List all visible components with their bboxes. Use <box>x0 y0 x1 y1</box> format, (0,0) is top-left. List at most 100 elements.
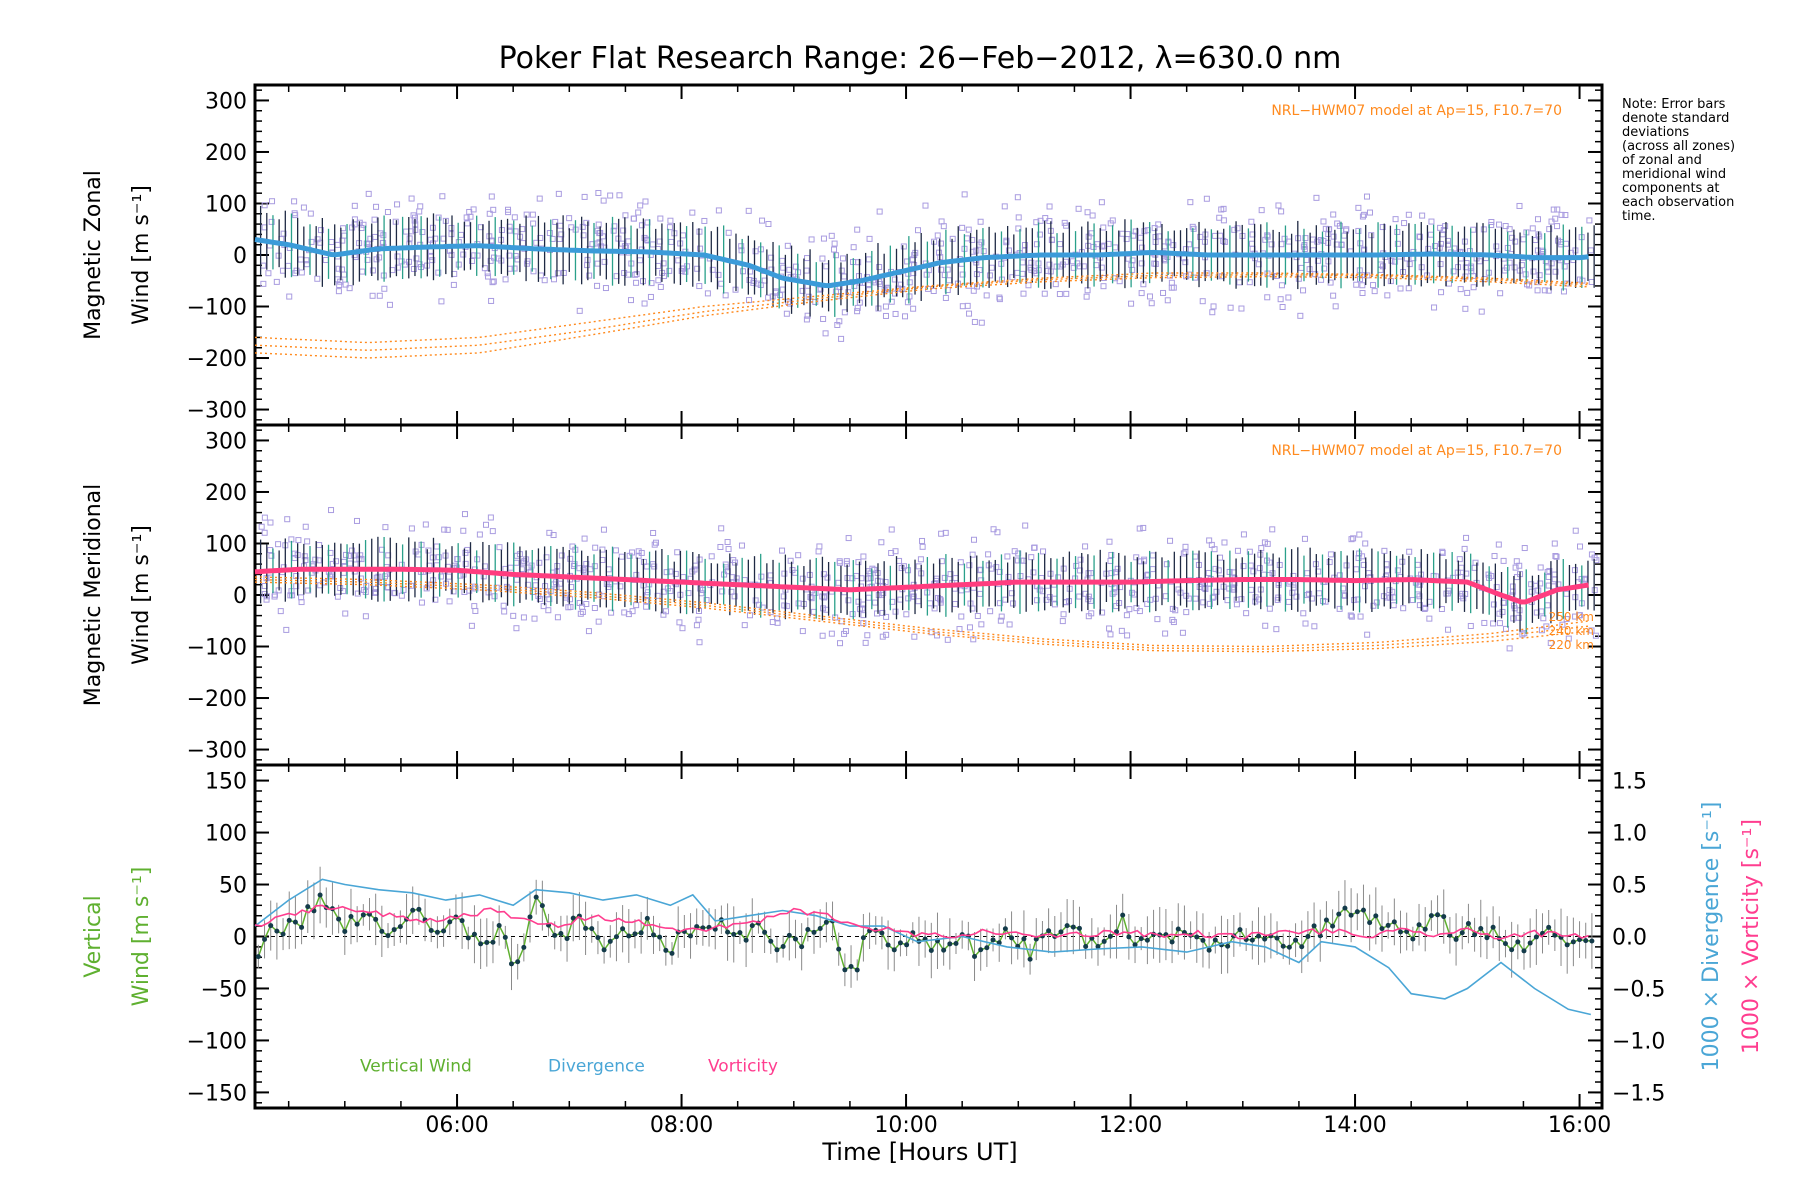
scatter-point <box>910 305 917 312</box>
scatter-point <box>277 608 284 615</box>
y-tick-label: −100 <box>187 1029 247 1054</box>
scatter-point <box>860 553 867 560</box>
scatter-point <box>633 279 640 286</box>
scatter-point <box>1405 211 1412 218</box>
data-point <box>805 926 811 932</box>
data-point <box>299 924 305 930</box>
scatter-point <box>1098 199 1105 206</box>
scatter-point <box>1512 238 1519 245</box>
scatter-point <box>983 292 990 299</box>
scatter-point <box>663 608 670 615</box>
scatter-point <box>382 573 389 580</box>
scatter-point <box>1554 223 1561 230</box>
data-point <box>1021 936 1027 942</box>
scatter-point <box>1273 626 1280 633</box>
scatter-point <box>595 189 602 196</box>
scatter-point <box>799 287 806 294</box>
scatter-point <box>682 268 689 275</box>
scatter-point <box>855 259 862 266</box>
data-point <box>1348 912 1354 918</box>
scatter-point <box>1212 232 1219 239</box>
scatter-point <box>541 277 548 284</box>
data-point <box>465 935 471 941</box>
altitude-label: 220 km <box>1549 638 1594 652</box>
scatter-point <box>1506 226 1513 233</box>
scatter-point <box>1138 290 1145 297</box>
data-point <box>879 930 885 936</box>
scatter-point <box>1370 282 1377 289</box>
scatter-point <box>581 193 588 200</box>
scatter-point <box>571 561 578 568</box>
scatter-point <box>284 516 291 523</box>
data-point <box>552 932 558 938</box>
scatter-point <box>741 622 748 629</box>
scatter-point <box>502 276 509 283</box>
scatter-point <box>849 611 856 618</box>
scatter-point <box>977 218 984 225</box>
scatter-point <box>854 308 861 315</box>
scatter-point <box>883 613 890 620</box>
scatter-point <box>1129 266 1136 273</box>
scatter-point <box>1043 596 1050 603</box>
scatter-point <box>963 235 970 242</box>
scatter-point <box>779 257 786 264</box>
scatter-point <box>612 547 619 554</box>
scatter-point <box>469 257 476 264</box>
scatter-point <box>780 593 787 600</box>
scatter-point <box>637 257 644 264</box>
data-point <box>928 948 934 954</box>
scatter-point <box>302 557 309 564</box>
scatter-point <box>267 547 274 554</box>
scatter-point <box>347 560 354 567</box>
scatter-point <box>657 283 664 290</box>
scatter-point <box>701 217 708 224</box>
scatter-point <box>1167 537 1174 544</box>
data-point <box>508 961 514 967</box>
scatter-point <box>458 231 465 238</box>
scatter-point <box>1192 595 1199 602</box>
scatter-point <box>1084 209 1091 216</box>
scatter-point <box>568 224 575 231</box>
scatter-point <box>1550 206 1557 213</box>
scatter-point <box>1186 241 1193 248</box>
scatter-point <box>694 265 701 272</box>
data-point <box>1330 923 1336 929</box>
scatter-point <box>993 564 1000 571</box>
data-point <box>1237 927 1243 933</box>
scatter-point <box>1208 541 1215 548</box>
scatter-point <box>1457 286 1464 293</box>
scatter-point <box>1546 226 1553 233</box>
data-point <box>694 924 700 930</box>
scatter-point <box>845 535 852 542</box>
scatter-point <box>747 268 754 275</box>
scatter-point <box>484 270 491 277</box>
data-point <box>1583 938 1589 944</box>
scatter-point <box>1258 545 1265 552</box>
scatter-point <box>1077 556 1084 563</box>
scatter-point <box>1011 548 1018 555</box>
scatter-point <box>298 594 305 601</box>
scatter-point <box>410 265 417 272</box>
scatter-point <box>357 575 364 582</box>
scatter-point <box>986 272 993 279</box>
scatter-point <box>1010 600 1017 607</box>
scatter-point <box>529 211 536 218</box>
data-point <box>1120 912 1126 918</box>
y-tick-label: 200 <box>205 481 247 506</box>
divergence-line <box>254 878 1591 1016</box>
scatter-point <box>1217 554 1224 561</box>
scatter-point <box>413 255 420 262</box>
x-tick-label: 10:00 <box>874 1113 937 1138</box>
data-point <box>558 931 564 937</box>
scatter-point <box>1215 567 1222 574</box>
scatter-point <box>1563 616 1570 623</box>
scatter-point <box>513 625 520 632</box>
scatter-point <box>1394 240 1401 247</box>
data-point <box>286 917 292 923</box>
scatter-point <box>450 588 457 595</box>
scatter-point <box>820 315 827 322</box>
scatter-point <box>820 235 827 242</box>
scatter-point <box>647 293 654 300</box>
scatter-point <box>994 529 1001 536</box>
